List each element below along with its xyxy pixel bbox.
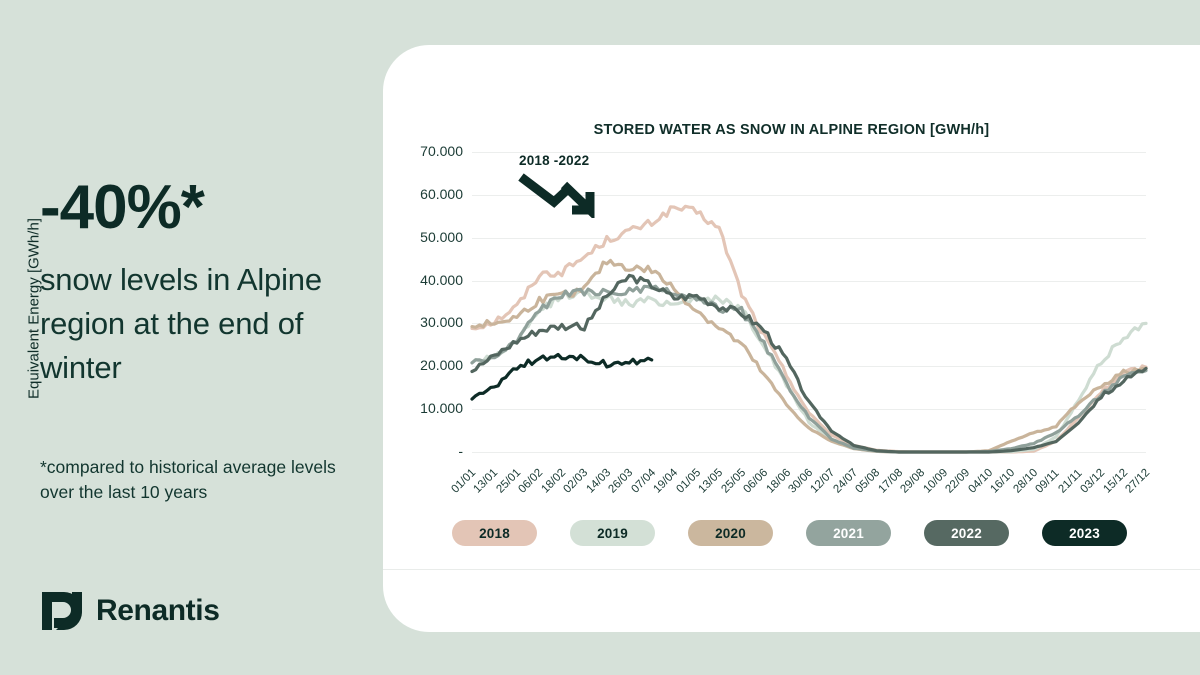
- x-axis-tick: 30/06: [786, 466, 816, 496]
- x-axis-tick: 13/01: [471, 466, 501, 496]
- gridline: [472, 280, 1146, 282]
- x-axis-tick: 25/05: [718, 466, 748, 496]
- gridline: [472, 152, 1146, 153]
- x-axis-tick: 09/11: [1033, 467, 1062, 496]
- x-axis-tick: 06/02: [516, 466, 546, 496]
- page-title: -40%*: [40, 173, 205, 242]
- brand-logo: Renantis: [42, 592, 220, 630]
- series-lines: [470, 204, 1148, 454]
- footnote-text: *compared to historical average levels o…: [40, 457, 336, 503]
- series-line-2021: [470, 284, 1148, 454]
- left-panel: -40%* snow levels in Alpine region at th…: [40, 0, 400, 675]
- legend-chip-2021[interactable]: 2021: [806, 520, 891, 546]
- y-axis-tick: 50.000: [420, 228, 463, 245]
- x-axis-tick: 05/08: [853, 466, 883, 496]
- x-axis-tick: 04/10: [966, 466, 995, 496]
- chart-title: STORED WATER AS SNOW IN ALPINE REGION [G…: [593, 122, 990, 138]
- x-axis-tick: 25/01: [494, 466, 524, 496]
- x-axis-tick: 29/08: [898, 466, 928, 496]
- card-divider: [383, 569, 1200, 570]
- x-axis-tick: 22/09: [943, 466, 973, 496]
- plot-area: 70.000 60.000 50.000 40.000 30.000 20.000 10.0…: [420, 143, 1148, 459]
- legend-chip-2019[interactable]: 2019: [570, 520, 655, 546]
- x-axis-tick: 28/10: [1011, 466, 1040, 496]
- x-axis-tick: 18/06: [763, 466, 793, 496]
- gridline: [472, 194, 1146, 196]
- legend-chip-2020[interactable]: 2020: [688, 520, 773, 546]
- x-axis-tick: 07/04: [629, 466, 658, 496]
- subtitle-text: snow levels in Alpine region at the end …: [40, 262, 322, 386]
- x-axis-tick: 12/07: [808, 466, 838, 496]
- x-axis-tick: 01/05: [674, 466, 703, 496]
- y-axis-tick: 60.000: [420, 185, 463, 202]
- x-axis-tick: 13/05: [696, 466, 726, 496]
- gridline: [472, 366, 1146, 368]
- series-line-2020: [470, 258, 1148, 454]
- y-axis-tick: 30.000: [420, 314, 463, 331]
- gridline: [472, 323, 1146, 325]
- series-line-2022: [470, 273, 1148, 454]
- x-axis-tick: 02/03: [561, 466, 591, 496]
- x-axis-tick: 16/10: [988, 466, 1018, 496]
- chart-legend: 2018 2019 2020 2021 2022 2023: [452, 520, 1127, 546]
- renantis-logo-icon: [42, 592, 82, 630]
- gridline: [472, 452, 1146, 453]
- legend-chip-2018[interactable]: 2018: [452, 520, 537, 546]
- y-axis-tick: 10.000: [420, 400, 463, 417]
- x-axis-tick: 15/12: [1100, 466, 1130, 496]
- x-axis-tick: 19/04: [651, 466, 681, 496]
- gridline: [472, 237, 1146, 239]
- series-line-2023: [470, 352, 654, 401]
- down-trend-arrow-icon: [518, 173, 595, 218]
- x-axis-tick: 24/07: [831, 466, 861, 496]
- x-axis-tick: 03/12: [1078, 466, 1108, 496]
- x-axis-tick: 26/03: [606, 466, 636, 496]
- brand-name: Renantis: [96, 594, 220, 627]
- legend-chip-2022[interactable]: 2022: [924, 520, 1009, 546]
- x-axis-tick: 14/03: [584, 466, 614, 496]
- x-axis-tick: 17/08: [876, 466, 906, 496]
- series-line-2018: [470, 204, 1148, 454]
- x-axis-ticks: 01/01 13/01 25/01 06/02 18/02 02/03 14/03 26/03…: [449, 456, 1152, 516]
- y-axis-label: Equivalent Energy [GWh/h]: [25, 218, 43, 399]
- x-axis-tick: 06/06: [741, 466, 771, 496]
- y-axis-tick: 70.000: [420, 143, 463, 159]
- x-axis-tick: 18/02: [539, 466, 569, 496]
- y-axis-tick: 40.000: [420, 271, 463, 288]
- x-axis-tick: 21/11: [1055, 467, 1085, 496]
- y-axis-tick: -: [458, 443, 463, 459]
- x-axis-tick: 10/09: [921, 466, 951, 496]
- legend-chip-2023[interactable]: 2023: [1042, 520, 1127, 546]
- y-axis-tick: 20.000: [420, 357, 463, 374]
- gridline: [472, 409, 1146, 411]
- annotation-label: 2018 -2022: [519, 153, 590, 168]
